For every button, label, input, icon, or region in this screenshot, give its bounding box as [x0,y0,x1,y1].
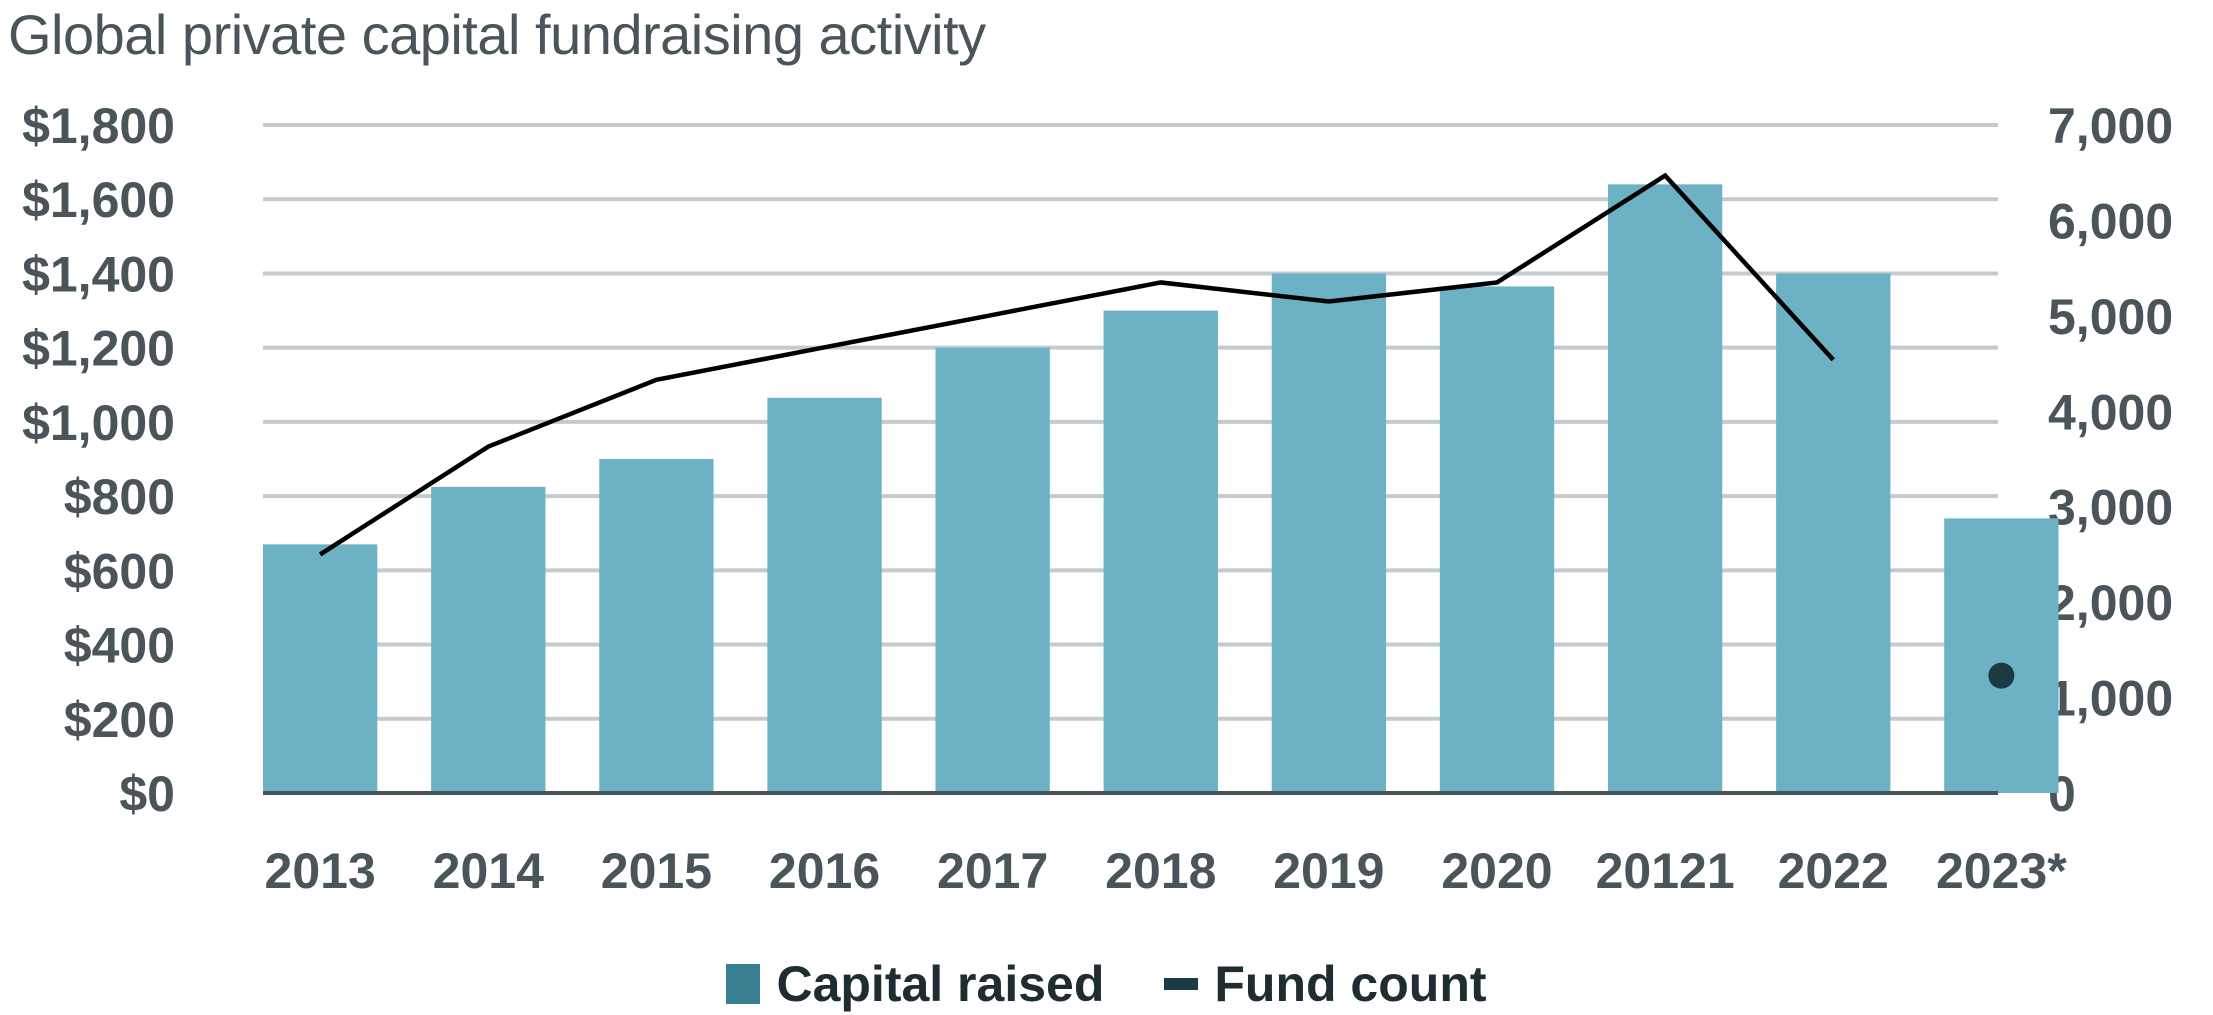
x-tick-label: 2018 [1105,843,1216,899]
x-tick-label: 2022 [1778,843,1889,899]
bar-2020 [1439,286,1555,793]
x-tick-label: 2013 [265,843,376,899]
left-tick-label: $1,600 [22,172,175,228]
left-tick-label: $600 [64,543,175,599]
right-tick-label: 5,000 [2048,289,2173,345]
left-tick-label: $1,000 [22,395,175,451]
legend-item-capital-raised: Capital raised [726,955,1104,1013]
x-tick-label: 2014 [433,843,544,899]
chart-title: Global private capital fundraising activ… [8,3,986,66]
bar-2013 [263,544,378,793]
legend-swatch-fund-count [1164,978,1199,990]
legend-label: Fund count [1214,956,1487,1012]
x-tick-label: 2015 [601,843,712,899]
bar-2016 [767,397,882,793]
right-tick-label: 7,000 [2048,98,2173,154]
bar-2023* [1944,518,2059,793]
bar-2019 [1271,273,1387,793]
bar-2022 [1776,273,1891,793]
fund-count-point-2023 [1988,662,2015,689]
x-tick-label: 20121 [1596,843,1735,899]
x-tick-label: 2016 [769,843,880,899]
right-tick-label: 4,000 [2048,384,2173,440]
left-tick-label: $0 [119,766,175,822]
left-tick-label: $800 [64,469,175,525]
left-tick-label: $200 [64,692,175,748]
right-tick-label: 1,000 [2048,671,2173,727]
bar-2014 [431,486,546,793]
legend-item-fund-count: Fund count [1164,955,1487,1013]
x-tick-label: 2019 [1273,843,1384,899]
right-tick-label: 2,000 [2048,575,2173,631]
bar-2015 [599,459,714,793]
x-tick-label: 2017 [937,843,1048,899]
left-tick-label: $1,800 [22,98,175,154]
x-tick-label: 2023* [1936,843,2067,899]
bar-2017 [935,347,1050,793]
fund-count-line [318,172,1835,557]
bar-2018 [1103,310,1218,793]
legend-swatch-capital-raised [726,964,761,1004]
right-tick-label: 3,000 [2048,480,2173,536]
bar-20121 [1607,184,1723,793]
chart: $0 $200 $400 $600 $800 $1,000 $1,200 $1,400 $1,6… [22,98,2173,899]
x-tick-label: 2020 [1441,843,1552,899]
left-tick-label: $1,400 [22,246,175,302]
legend-label: Capital raised [776,956,1105,1012]
left-tick-label: $400 [64,618,175,674]
right-tick-label: 6,000 [2048,193,2173,249]
legend: Capital raised Fund count [0,955,2213,1013]
left-tick-label: $1,200 [22,321,175,377]
